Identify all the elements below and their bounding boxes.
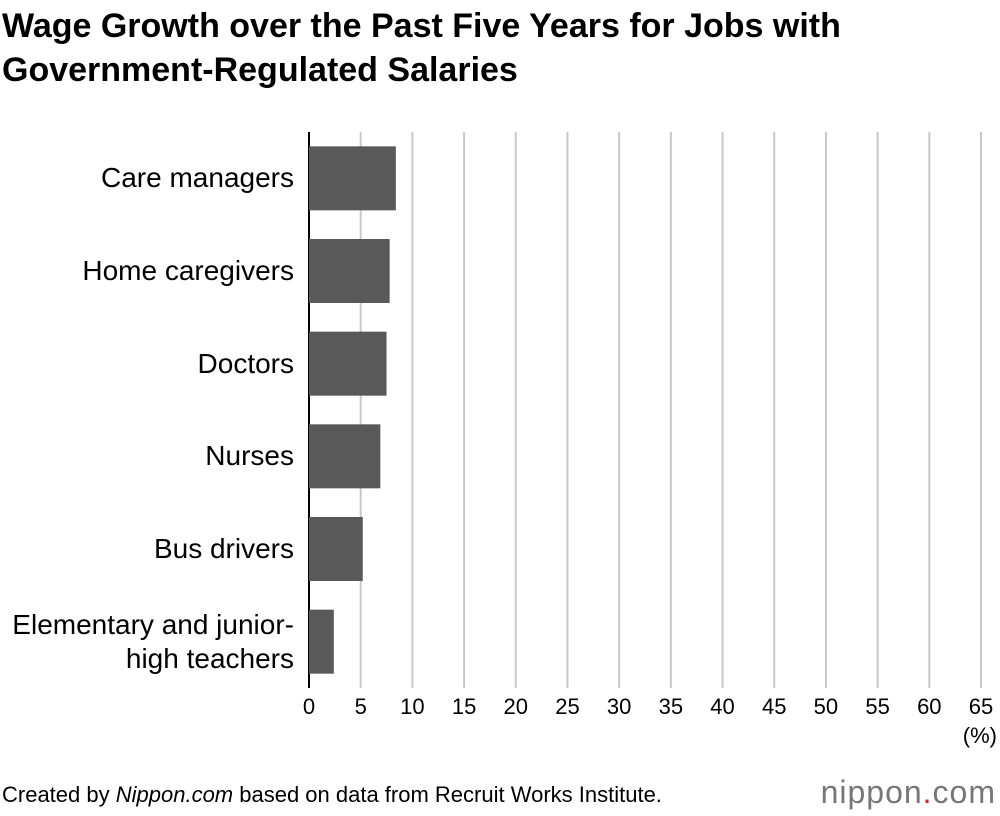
chart-title: Wage Growth over the Past Five Years for… xyxy=(2,7,841,89)
logo-name: nippon xyxy=(820,774,923,810)
y-tick-label: Elementary and junior-high teachers xyxy=(12,608,294,674)
x-tick-label: 5 xyxy=(355,694,367,719)
source-site: Nippon.com xyxy=(115,782,234,807)
x-tick-label: 45 xyxy=(762,694,786,719)
x-tick-label: 35 xyxy=(659,694,683,719)
x-tick-label: 30 xyxy=(607,694,631,719)
source-suffix: based on data from Recruit Works Institu… xyxy=(233,782,662,807)
x-tick-label: 65 xyxy=(969,694,993,719)
bar xyxy=(309,424,381,489)
source-note: Created by Nippon.com based on data from… xyxy=(2,782,662,808)
logo-tld: com xyxy=(932,774,996,810)
logo: nippon.com xyxy=(821,774,996,811)
bar xyxy=(309,517,363,581)
x-tick-label: 10 xyxy=(400,694,424,719)
x-tick-label: 15 xyxy=(452,694,476,719)
x-tick-label: 50 xyxy=(814,694,838,719)
bar xyxy=(309,609,334,674)
x-tick-label: 55 xyxy=(865,694,889,719)
bar xyxy=(309,146,396,211)
x-tick-label: 40 xyxy=(710,694,734,719)
bar xyxy=(309,239,390,303)
y-tick-label: Home caregivers xyxy=(82,255,294,286)
source-prefix: Created by xyxy=(2,782,116,807)
y-tick-label: Doctors xyxy=(197,347,294,379)
y-tick-label: Nurses xyxy=(205,440,294,472)
y-tick-label: Care managers xyxy=(101,162,294,194)
y-tick-label: Bus drivers xyxy=(153,533,294,564)
x-tick-label: 0 xyxy=(303,694,315,719)
x-axis-unit: (%) xyxy=(963,723,997,748)
x-tick-label: 20 xyxy=(504,694,528,719)
bar xyxy=(309,331,387,396)
x-tick-label: 60 xyxy=(917,694,941,719)
logo-dot: . xyxy=(922,774,933,810)
x-tick-label: 25 xyxy=(555,694,579,719)
